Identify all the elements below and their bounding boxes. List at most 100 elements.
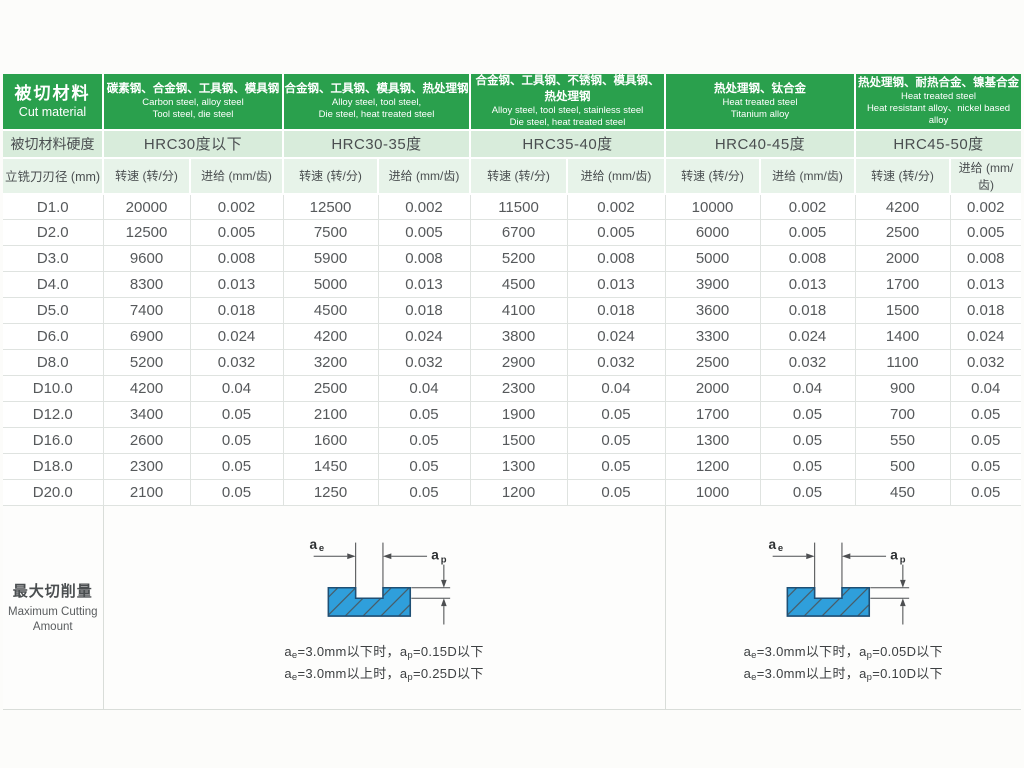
diagram-captions: ae=3.0mm以下时，ap=0.05D以下 ae=3.0mm以上时，ap=0.… [744, 641, 943, 687]
ap-label: a [891, 547, 899, 562]
value-cell: 1450 [282, 453, 379, 481]
value-cell: 1500 [854, 297, 951, 325]
ap-dimension-arrows [411, 564, 451, 625]
material-group-header-3: 合金钢、工具钢、不锈钢、模具钢、热处理钢 Alloy steel, tool s… [469, 74, 666, 131]
value-cell: 0.018 [566, 297, 666, 325]
ae-label: a [769, 536, 777, 551]
hardness-value-5: HRC45-50度 [854, 128, 1021, 159]
diameter-cell: D4.0 [3, 271, 104, 299]
value-cell: 0.013 [949, 271, 1021, 299]
group1-cn: 碳素钢、合金钢、工具钢、模具钢 [106, 82, 280, 95]
ap-dimension-arrows [870, 564, 910, 625]
table-row: D12.0 3400 0.05 2100 0.05 1900 0.05 1700 0.05 700… [3, 401, 1021, 429]
value-cell: 0.018 [377, 297, 471, 325]
value-cell: 4200 [854, 193, 951, 221]
max-cutting-en: Maximum Cutting Amount [8, 605, 98, 634]
table-row: D18.0 2300 0.05 1450 0.05 1300 0.05 1200 0.05 500… [3, 453, 1021, 481]
slot-diagram-right: a e a p ae=3.0mm以下时，ap=0.05D以下 ae=3.0mm以… [666, 530, 1022, 687]
value-cell: 0.024 [566, 323, 666, 351]
table-row: D20.0 2100 0.05 1250 0.05 1200 0.05 1000 0.05 450… [3, 479, 1021, 507]
value-cell: 2900 [469, 349, 568, 377]
speed-column-label: 转速 (转/分) [664, 156, 761, 195]
material-group-header-1: 碳素钢、合金钢、工具钢、模具钢 Carbon steel, alloy stee… [102, 74, 284, 131]
group3-cn: 合金钢、工具钢、不锈钢、模具钢、热处理钢 [475, 75, 660, 103]
value-cell: 0.05 [949, 479, 1021, 507]
value-cell: 0.032 [566, 349, 666, 377]
value-cell: 0.05 [189, 401, 284, 429]
ap-rule-line1: ae=3.0mm以下时，ap=0.15D以下 [284, 643, 484, 661]
slot-milling-diagram: a e a p [309, 536, 451, 625]
svg-text:e: e [778, 543, 783, 554]
value-cell: 5200 [102, 349, 191, 377]
speed-column-label: 转速 (转/分) [282, 156, 379, 195]
value-cell: 3800 [469, 323, 568, 351]
value-cell: 0.013 [189, 271, 284, 299]
ap-rule-line2: ae=3.0mm以上时，ap=0.10D以下 [743, 666, 943, 684]
value-cell: 1200 [469, 479, 568, 507]
material-group-header-4: 热处理钢、钛合金 Heat treated steel Titanium all… [664, 74, 856, 131]
feed-column-label: 进给 (mm/齿) [566, 156, 666, 195]
value-cell: 0.008 [377, 245, 471, 273]
diameter-cell: D16.0 [3, 427, 104, 455]
value-cell: 2500 [282, 375, 379, 403]
value-cell: 0.05 [377, 453, 471, 481]
value-cell: 0.005 [566, 219, 666, 247]
group1-en2: Tool steel, die steel [152, 109, 234, 121]
value-cell: 3900 [664, 271, 761, 299]
value-cell: 0.002 [949, 193, 1021, 221]
table-row: D6.0 6900 0.024 4200 0.024 3800 0.024 3300 0.024… [3, 323, 1021, 351]
max-cutting-row: 最大切削量 Maximum Cutting Amount [3, 505, 1022, 711]
material-group-header-2: 合金钢、工具钢、模具钢、热处理钢 Alloy steel, tool steel… [282, 74, 471, 131]
milling-parameters-table: 被切材料 Cut material 碳素钢、合金钢、工具钢、模具钢 Carbon… [3, 74, 1022, 711]
value-cell: 0.032 [759, 349, 856, 377]
ae-dimension-arrows [772, 542, 887, 588]
value-cell: 0.018 [189, 297, 284, 325]
value-cell: 0.018 [949, 297, 1021, 325]
cut-material-header: 被切材料 Cut material [3, 74, 104, 131]
value-cell: 0.005 [189, 219, 284, 247]
value-cell: 0.024 [189, 323, 284, 351]
value-cell: 2000 [854, 245, 951, 273]
value-cell: 0.05 [759, 401, 856, 429]
value-cell: 0.013 [377, 271, 471, 299]
value-cell: 2000 [664, 375, 761, 403]
max-cutting-label: 最大切削量 Maximum Cutting Amount [3, 505, 104, 711]
value-cell: 0.032 [189, 349, 284, 377]
feed-column-label: 进给 (mm/齿) [377, 156, 471, 195]
diagram-captions: ae=3.0mm以下时，ap=0.15D以下 ae=3.0mm以上时，ap=0.… [284, 641, 483, 687]
svg-text:p: p [900, 554, 906, 565]
value-cell: 1500 [469, 427, 568, 455]
value-cell: 0.04 [377, 375, 471, 403]
value-cell: 4100 [469, 297, 568, 325]
group2-cn: 合金钢、工具钢、模具钢、热处理钢 [284, 82, 469, 95]
value-cell: 4500 [282, 297, 379, 325]
value-cell: 4200 [102, 375, 191, 403]
group4-en2: Titanium alloy [730, 109, 790, 121]
subheader-row: 立铣刀刃径 (mm) 转速 (转/分) 进给 (mm/齿) 转速 (转/分) 进… [3, 156, 1021, 195]
diameter-cell: D3.0 [3, 245, 104, 273]
value-cell: 0.04 [189, 375, 284, 403]
hardness-row-label: 被切材料硬度 [3, 128, 104, 159]
value-cell: 0.05 [377, 427, 471, 455]
diameter-cell: D5.0 [3, 297, 104, 325]
value-cell: 0.024 [377, 323, 471, 351]
value-cell: 0.008 [189, 245, 284, 273]
diameter-cell: D10.0 [3, 375, 104, 403]
table-row: D10.0 4200 0.04 2500 0.04 2300 0.04 2000 0.04 900… [3, 375, 1021, 403]
value-cell: 0.032 [377, 349, 471, 377]
value-cell: 0.008 [566, 245, 666, 273]
value-cell: 7400 [102, 297, 191, 325]
hardness-value-2: HRC30-35度 [282, 128, 471, 159]
value-cell: 1600 [282, 427, 379, 455]
value-cell: 0.05 [759, 479, 856, 507]
table-row: D16.0 2600 0.05 1600 0.05 1500 0.05 1300 0.05 550… [3, 427, 1021, 455]
value-cell: 0.05 [189, 427, 284, 455]
group1-en1: Carbon steel, alloy steel [142, 97, 244, 109]
value-cell: 0.008 [949, 245, 1021, 273]
value-cell: 1200 [664, 453, 761, 481]
value-cell: 0.04 [949, 375, 1021, 403]
value-cell: 550 [854, 427, 951, 455]
value-cell: 1000 [664, 479, 761, 507]
value-cell: 6000 [664, 219, 761, 247]
